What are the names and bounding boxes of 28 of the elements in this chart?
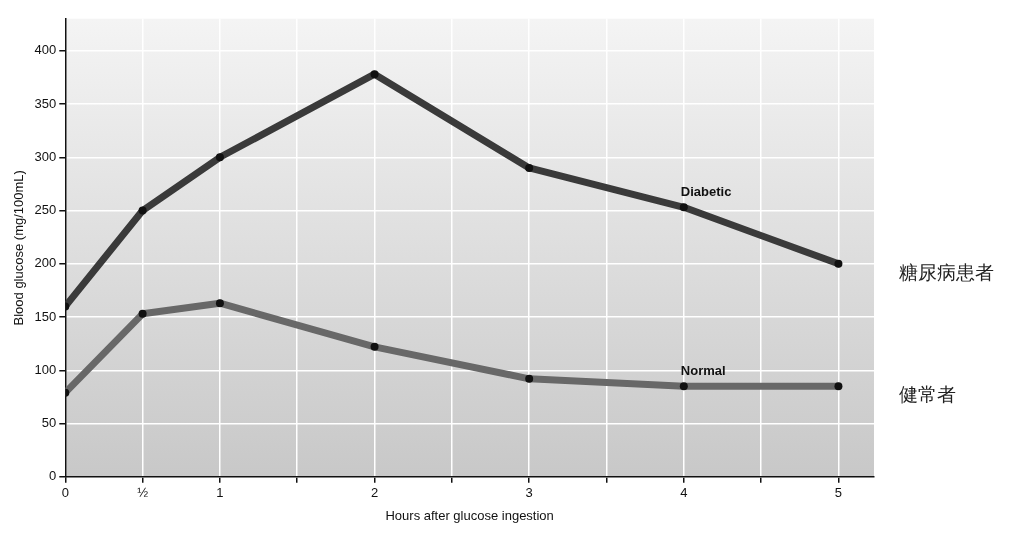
series-label: Normal xyxy=(680,363,726,379)
y-tick-label: 300 xyxy=(34,148,57,164)
point xyxy=(215,153,224,162)
y-tick-label: 400 xyxy=(34,42,57,58)
x-tick-label: ½ xyxy=(137,485,149,501)
y-tick-label: 100 xyxy=(34,361,57,377)
y-tick-label: 350 xyxy=(34,95,57,111)
y-tick-label: 200 xyxy=(34,255,57,271)
text: 糖尿病患者 xyxy=(899,260,994,283)
y-tick-label: 250 xyxy=(34,202,57,218)
x-tick-label: 0 xyxy=(61,485,69,501)
y-tick-label: 150 xyxy=(34,308,57,324)
point xyxy=(370,70,379,79)
point xyxy=(834,259,843,268)
x-tick-label: 3 xyxy=(525,485,533,501)
text: 健常者 xyxy=(899,383,956,406)
point xyxy=(679,203,688,212)
series-label: Diabetic xyxy=(680,184,732,200)
y-axis-title: Blood glucose (mg/100mL) xyxy=(11,170,27,326)
x-tick-label: 5 xyxy=(834,485,843,501)
y-tick-label: 0 xyxy=(49,468,57,484)
x-tick-label: 1 xyxy=(216,485,224,501)
y-tick-label: 50 xyxy=(41,415,57,431)
x-axis-title: Hours after glucose ingestion xyxy=(385,507,554,523)
x-tick-label: 4 xyxy=(680,485,688,501)
x-tick-label: 2 xyxy=(370,485,379,501)
point xyxy=(525,163,534,172)
point xyxy=(138,206,147,215)
